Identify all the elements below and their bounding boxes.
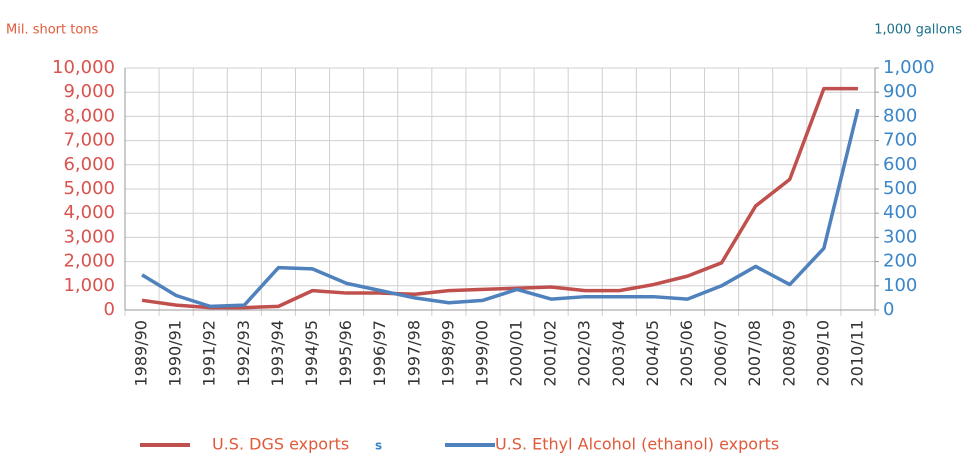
x-tick-label: 2005/06 — [677, 320, 696, 386]
x-tick-label: 1994/95 — [302, 320, 321, 386]
y-tick-label: 2,000 — [63, 251, 115, 272]
series-line — [141, 108, 860, 309]
y-tick-label: 0 — [104, 299, 115, 320]
y-tick-label: 9,000 — [63, 81, 115, 102]
legend-label: U.S. Ethyl Alcohol (ethanol) exports — [495, 435, 779, 454]
x-tick-label: 2006/07 — [711, 320, 730, 386]
y-tick-label: 10,000 — [52, 57, 115, 78]
y2-tick-label: 600 — [883, 154, 917, 175]
x-tick-label: 1996/97 — [370, 320, 389, 386]
x-tick-label: 1998/99 — [438, 320, 457, 386]
y-tick-label: 1,000 — [63, 275, 115, 296]
y2-tick-label: 900 — [883, 81, 917, 102]
x-tick-label: 1989/90 — [132, 320, 151, 386]
y-tick-label: 4,000 — [63, 202, 115, 223]
x-tick-label: 2000/01 — [507, 320, 526, 386]
x-tick-label: 2010/11 — [847, 320, 866, 386]
x-tick-label: 2008/09 — [779, 320, 798, 386]
x-tick-label: 1992/93 — [234, 320, 253, 386]
y-tick-label: 6,000 — [63, 154, 115, 175]
y2-tick-label: 800 — [883, 105, 917, 126]
x-tick-label: 2009/10 — [813, 320, 832, 386]
x-tick-label: 1999/00 — [472, 320, 491, 386]
y2-tick-label: 700 — [883, 130, 917, 151]
y2-tick-label: 0 — [883, 299, 894, 320]
x-tick-label: 1993/94 — [268, 320, 287, 386]
y-axis-label: Mil. short tons — [6, 23, 99, 38]
y2-tick-label: 1,000 — [883, 57, 935, 78]
y-tick-label: 3,000 — [63, 226, 115, 247]
x-tick-label: 1990/91 — [166, 320, 185, 386]
y-tick-label: 7,000 — [63, 130, 115, 151]
y2-tick-label: 200 — [883, 251, 917, 272]
legend-label: U.S. DGS exports — [212, 435, 349, 454]
x-tick-label: 2001/02 — [541, 320, 560, 386]
x-tick-label: 1991/92 — [200, 320, 219, 386]
x-tick-label: 2002/03 — [575, 320, 594, 386]
y2-tick-label: 100 — [883, 275, 917, 296]
legend-note: s — [375, 439, 382, 453]
y2-tick-label: 300 — [883, 226, 917, 247]
y2-tick-label: 400 — [883, 202, 917, 223]
x-tick-label: 1995/96 — [336, 320, 355, 386]
x-tick-label: 2004/05 — [643, 320, 662, 386]
y-tick-label: 8,000 — [63, 105, 115, 126]
y2-axis-label: 1,000 gallons — [874, 23, 962, 38]
x-tick-label: 2003/04 — [609, 320, 628, 386]
y-tick-label: 5,000 — [63, 178, 115, 199]
x-tick-label: 1997/98 — [404, 320, 423, 386]
y2-tick-label: 500 — [883, 178, 917, 199]
x-tick-label: 2007/08 — [745, 320, 764, 386]
series-line — [141, 86, 858, 310]
